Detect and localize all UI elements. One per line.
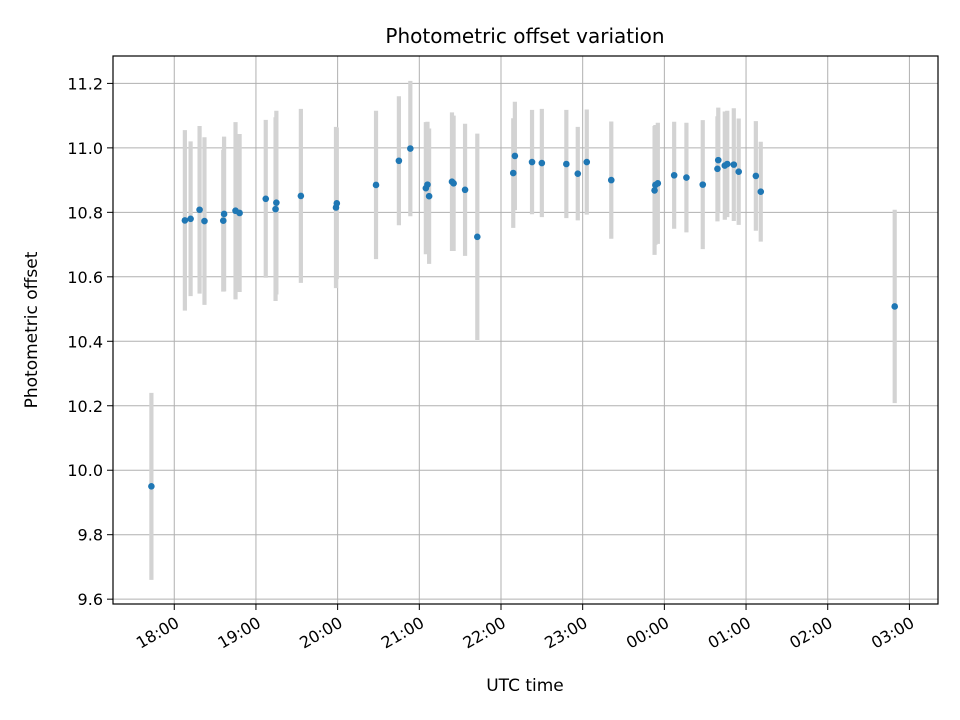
data-point	[563, 160, 570, 168]
data-point	[699, 181, 707, 188]
grid	[113, 56, 938, 604]
plot-frame	[112, 55, 939, 605]
y-tick-label: 11.2	[67, 74, 103, 93]
data-point	[461, 186, 469, 194]
data-point	[583, 158, 591, 166]
data-point	[425, 192, 433, 200]
data-point	[574, 170, 582, 177]
data-point	[148, 483, 155, 490]
data-point	[187, 215, 194, 223]
data-point	[220, 210, 228, 218]
data-point	[538, 159, 546, 167]
y-tick-label: 10.6	[67, 268, 103, 287]
data-point	[333, 200, 341, 207]
y-tick-label: 11.0	[67, 139, 103, 158]
y-tick-label: 9.6	[78, 590, 103, 609]
data-point	[181, 217, 189, 224]
data-points	[148, 145, 899, 490]
data-point	[714, 165, 721, 173]
data-point	[757, 188, 765, 196]
data-point	[272, 205, 279, 213]
data-point	[424, 181, 431, 188]
data-point	[236, 209, 243, 217]
chart-title: Photometric offset variation	[385, 24, 664, 48]
data-point	[196, 206, 203, 214]
y-tick-label: 10.0	[67, 461, 103, 480]
data-point	[407, 145, 414, 152]
y-axis-ticks: 9.6 9.8 10.0 10.2 10.4 10.6 10.8 11.0 11.2	[67, 74, 113, 609]
data-point	[654, 180, 662, 187]
data-point	[297, 192, 305, 200]
data-point	[262, 195, 270, 203]
data-point	[395, 157, 403, 165]
data-point	[714, 156, 722, 164]
data-point	[509, 169, 517, 177]
data-point	[450, 180, 457, 187]
data-point	[201, 217, 208, 225]
y-axis-label: Photometric offset	[22, 251, 42, 408]
y-tick-label: 10.2	[67, 397, 103, 416]
data-point	[891, 303, 899, 310]
data-point	[273, 199, 280, 206]
data-point	[607, 176, 615, 184]
data-point	[511, 152, 519, 160]
data-point	[651, 187, 658, 194]
y-tick-label: 10.8	[67, 203, 103, 222]
data-point	[670, 171, 678, 179]
data-point	[730, 161, 738, 168]
y-tick-label: 9.8	[78, 526, 103, 545]
x-axis-label: UTC time	[486, 676, 564, 696]
data-point	[752, 172, 760, 180]
data-point	[372, 181, 380, 189]
data-point	[723, 160, 731, 168]
data-point	[528, 158, 536, 166]
data-point	[735, 168, 742, 176]
data-point	[474, 233, 481, 241]
y-tick-label: 10.4	[67, 332, 103, 351]
data-point	[219, 217, 227, 225]
data-point	[683, 174, 690, 181]
